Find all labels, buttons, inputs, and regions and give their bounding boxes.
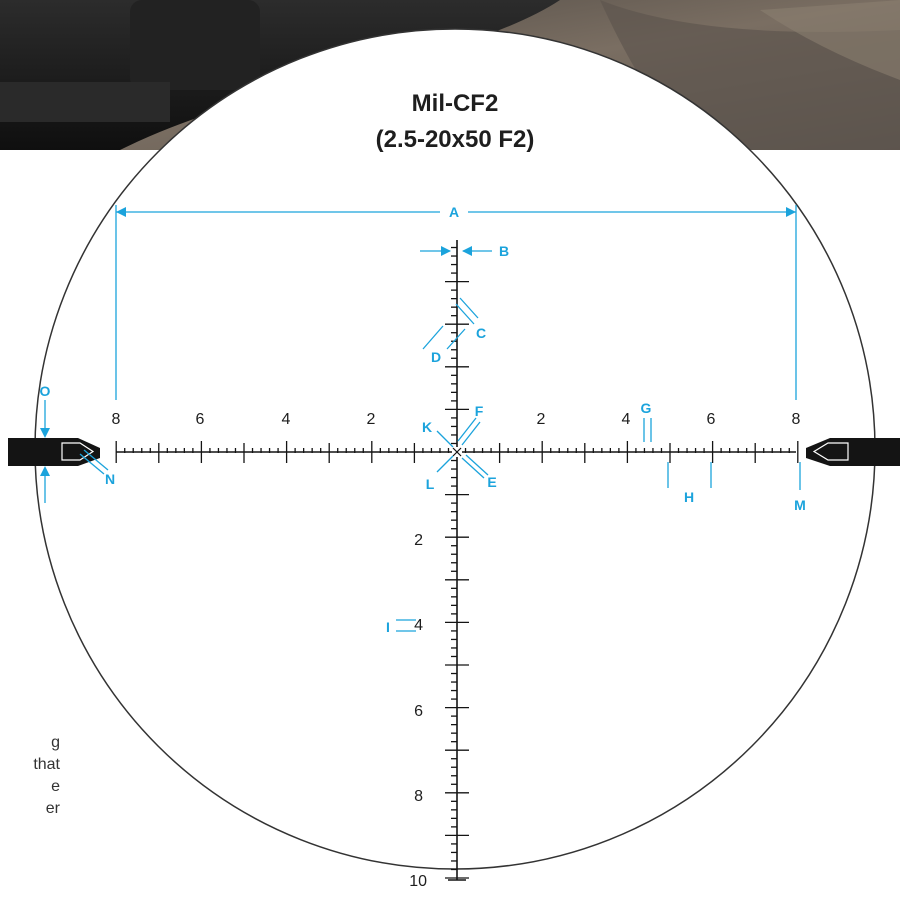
callout-lines xyxy=(44,205,801,632)
cropped-side-text: g that e er xyxy=(0,732,60,820)
v-label-2: 2 xyxy=(414,532,423,549)
v-label-4: 4 xyxy=(414,617,423,634)
right-heavy-post xyxy=(806,438,900,466)
h-label-right-2: 2 xyxy=(537,411,546,428)
callout-d: D xyxy=(431,349,441,365)
diagram-title-line-2: (2.5-20x50 F2) xyxy=(375,126,535,153)
callout-m: M xyxy=(794,497,806,513)
callout-o: O xyxy=(40,383,51,399)
callout-c: C xyxy=(476,325,486,341)
callout-k: K xyxy=(422,419,432,435)
left-heavy-post xyxy=(8,438,100,466)
h-label-left-4: 4 xyxy=(282,411,291,428)
h-label-right-6: 6 xyxy=(707,411,716,428)
side-text-line: g xyxy=(51,734,60,751)
h-label-right-8: 8 xyxy=(792,411,801,428)
side-text-line: er xyxy=(45,800,60,817)
callout-f: F xyxy=(475,403,484,419)
diagram-title-line-1: Mil-CF2 xyxy=(411,90,499,117)
callout-h: H xyxy=(684,489,694,505)
callout-e: E xyxy=(487,474,496,490)
callout-i: I xyxy=(386,619,390,635)
h-label-right-4: 4 xyxy=(622,411,631,428)
callout-g: G xyxy=(641,400,652,416)
reticle-tick xyxy=(452,447,462,457)
reticle-circle xyxy=(34,28,876,870)
side-text-line: e xyxy=(51,778,60,795)
v-label-6: 6 xyxy=(414,703,423,720)
h-label-left-8: 8 xyxy=(112,411,121,428)
callout-a: A xyxy=(449,204,459,220)
callout-b: B xyxy=(499,243,509,259)
v-label-10: 10 xyxy=(409,873,427,890)
reticle-ticks xyxy=(115,246,799,879)
h-label-left-2: 2 xyxy=(367,411,376,428)
side-text-line: that xyxy=(33,756,60,773)
h-label-left-6: 6 xyxy=(196,411,205,428)
callout-l: L xyxy=(426,476,435,492)
callout-arrows xyxy=(40,207,796,476)
callout-n: N xyxy=(105,471,115,487)
v-label-8: 8 xyxy=(414,788,423,805)
